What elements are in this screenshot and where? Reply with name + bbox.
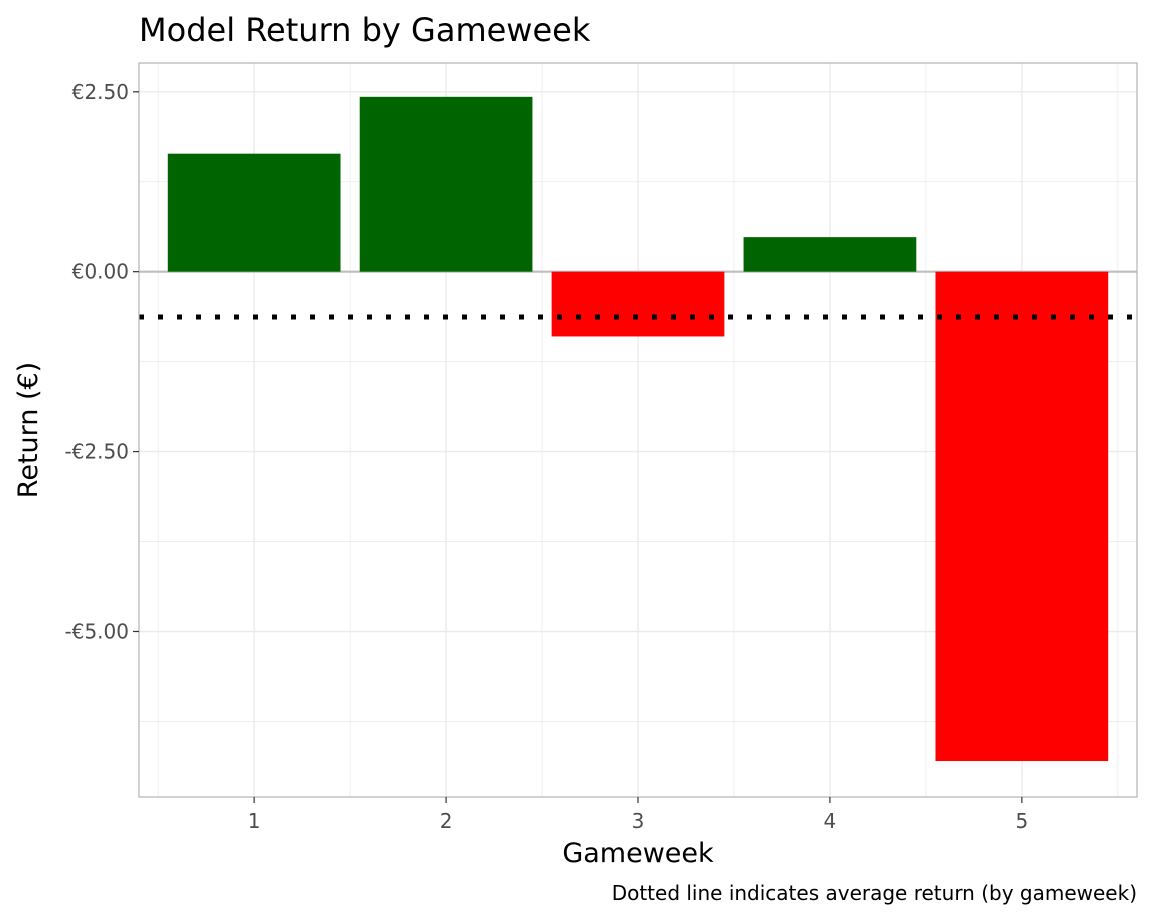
bars <box>167 96 1109 762</box>
x-tick-label: 1 <box>248 809 261 833</box>
x-tick-label: 5 <box>1015 809 1028 833</box>
bar-gameweek-1 <box>167 153 341 272</box>
x-tick-label: 4 <box>824 809 837 833</box>
y-tick-label: €0.00 <box>72 260 129 284</box>
y-tick-label: €2.50 <box>72 80 129 104</box>
bar-gameweek-2 <box>359 96 533 272</box>
x-axis-title: Gameweek <box>562 838 714 869</box>
bar-gameweek-5 <box>935 271 1109 762</box>
y-tick-label: -€5.00 <box>65 619 129 643</box>
chart-caption: Dotted line indicates average return (by… <box>612 881 1137 905</box>
y-axis-ticks: €2.50 €0.00 -€2.50 -€5.00 <box>65 80 139 643</box>
x-tick-label: 3 <box>632 809 645 833</box>
chart-title: Model Return by Gameweek <box>139 11 591 49</box>
y-axis-title: Return (€) <box>13 362 44 498</box>
x-tick-label: 2 <box>440 809 453 833</box>
bar-gameweek-4 <box>743 237 917 272</box>
x-axis-ticks: 1 2 3 4 5 <box>248 797 1028 833</box>
bar-gameweek-3 <box>551 271 725 337</box>
y-tick-label: -€2.50 <box>65 440 129 464</box>
